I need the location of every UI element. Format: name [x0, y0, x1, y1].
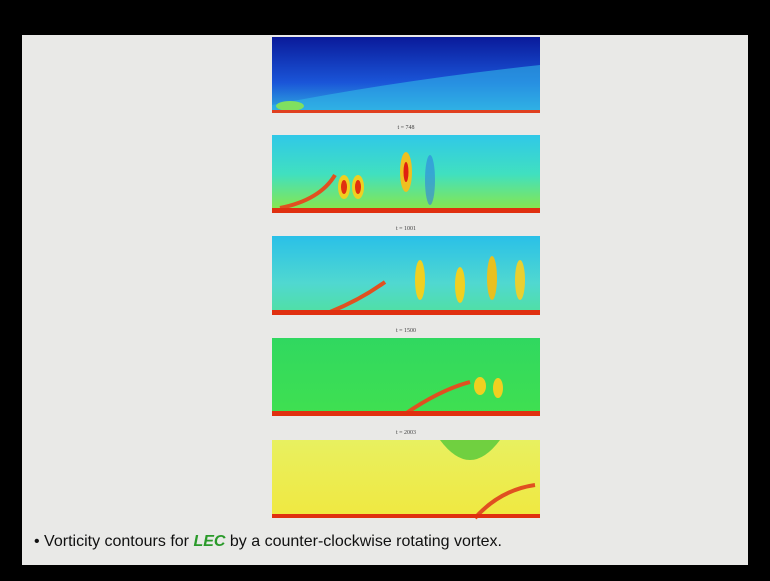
panel-label: t = 748 [397, 125, 414, 131]
caption: • Vorticity contours for LEC by a counte… [34, 533, 502, 551]
plot-5 [272, 440, 540, 520]
plot-2 [272, 135, 540, 213]
plot-1 [272, 37, 540, 113]
caption-text: by a counter-clockwise rotating vortex. [225, 533, 502, 550]
panel-label: t = 1500 [396, 328, 416, 334]
caption-highlight: LEC [193, 533, 226, 550]
panel-label: t = 2003 [396, 430, 416, 436]
plot-4 [272, 338, 540, 416]
panel-label: t = 1001 [396, 226, 416, 232]
plot-3 [272, 236, 540, 315]
caption-text: • Vorticity contours for [34, 533, 194, 550]
